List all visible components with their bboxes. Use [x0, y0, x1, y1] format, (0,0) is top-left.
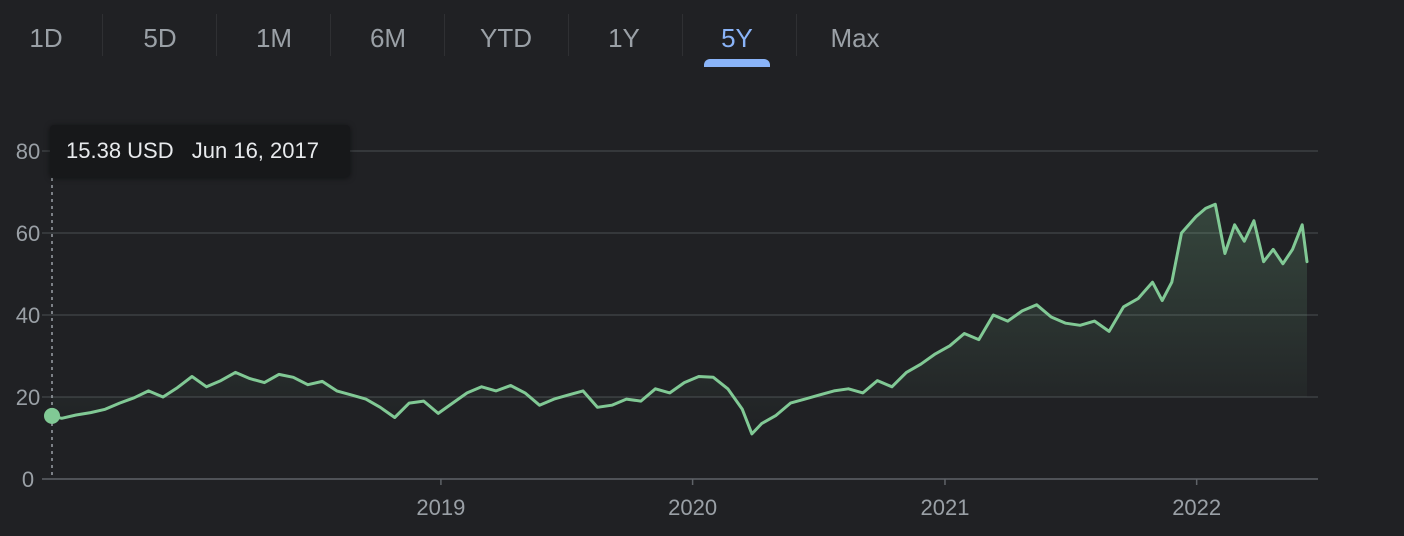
y-tick-label: 20 [16, 385, 40, 410]
range-tabs: 1D 5D 1M 6M YTD 1Y 5Y Max [0, 0, 1404, 70]
hover-point[interactable] [44, 407, 60, 424]
tab-5y[interactable]: 5Y [721, 23, 753, 53]
y-tick-label: 40 [16, 303, 40, 328]
tab-divider [682, 14, 683, 56]
tab-divider [568, 14, 569, 56]
tooltip-date: Jun 16, 2017 [191, 138, 319, 163]
y-tick-label: 60 [16, 221, 40, 246]
tab-max[interactable]: Max [830, 23, 880, 53]
x-tick-label: 2021 [921, 495, 970, 520]
tab-5d[interactable]: 5D [143, 23, 177, 53]
y-tick-label: 0 [22, 467, 34, 492]
tab-divider [796, 14, 797, 56]
tab-1y[interactable]: 1Y [608, 23, 640, 53]
x-tick-label: 2019 [416, 495, 465, 520]
price-tooltip: 15.38 USD Jun 16, 2017 [50, 125, 350, 177]
price-area [52, 204, 1307, 434]
tab-ytd[interactable]: YTD [480, 23, 532, 53]
x-tick-label: 2020 [668, 495, 717, 520]
tab-divider [216, 14, 217, 56]
tab-6m[interactable]: 6M [369, 23, 407, 53]
price-line [50, 202, 1309, 436]
active-tab-indicator [704, 59, 770, 67]
tab-divider [444, 14, 445, 56]
tab-divider [330, 14, 331, 56]
tab-divider [102, 14, 103, 56]
x-tick-label: 2022 [1172, 495, 1221, 520]
tab-1d[interactable]: 1D [29, 23, 63, 53]
tooltip-price: 15.38 USD [66, 138, 174, 163]
y-tick-label: 80 [16, 139, 40, 164]
tab-1m[interactable]: 1M [255, 23, 293, 53]
